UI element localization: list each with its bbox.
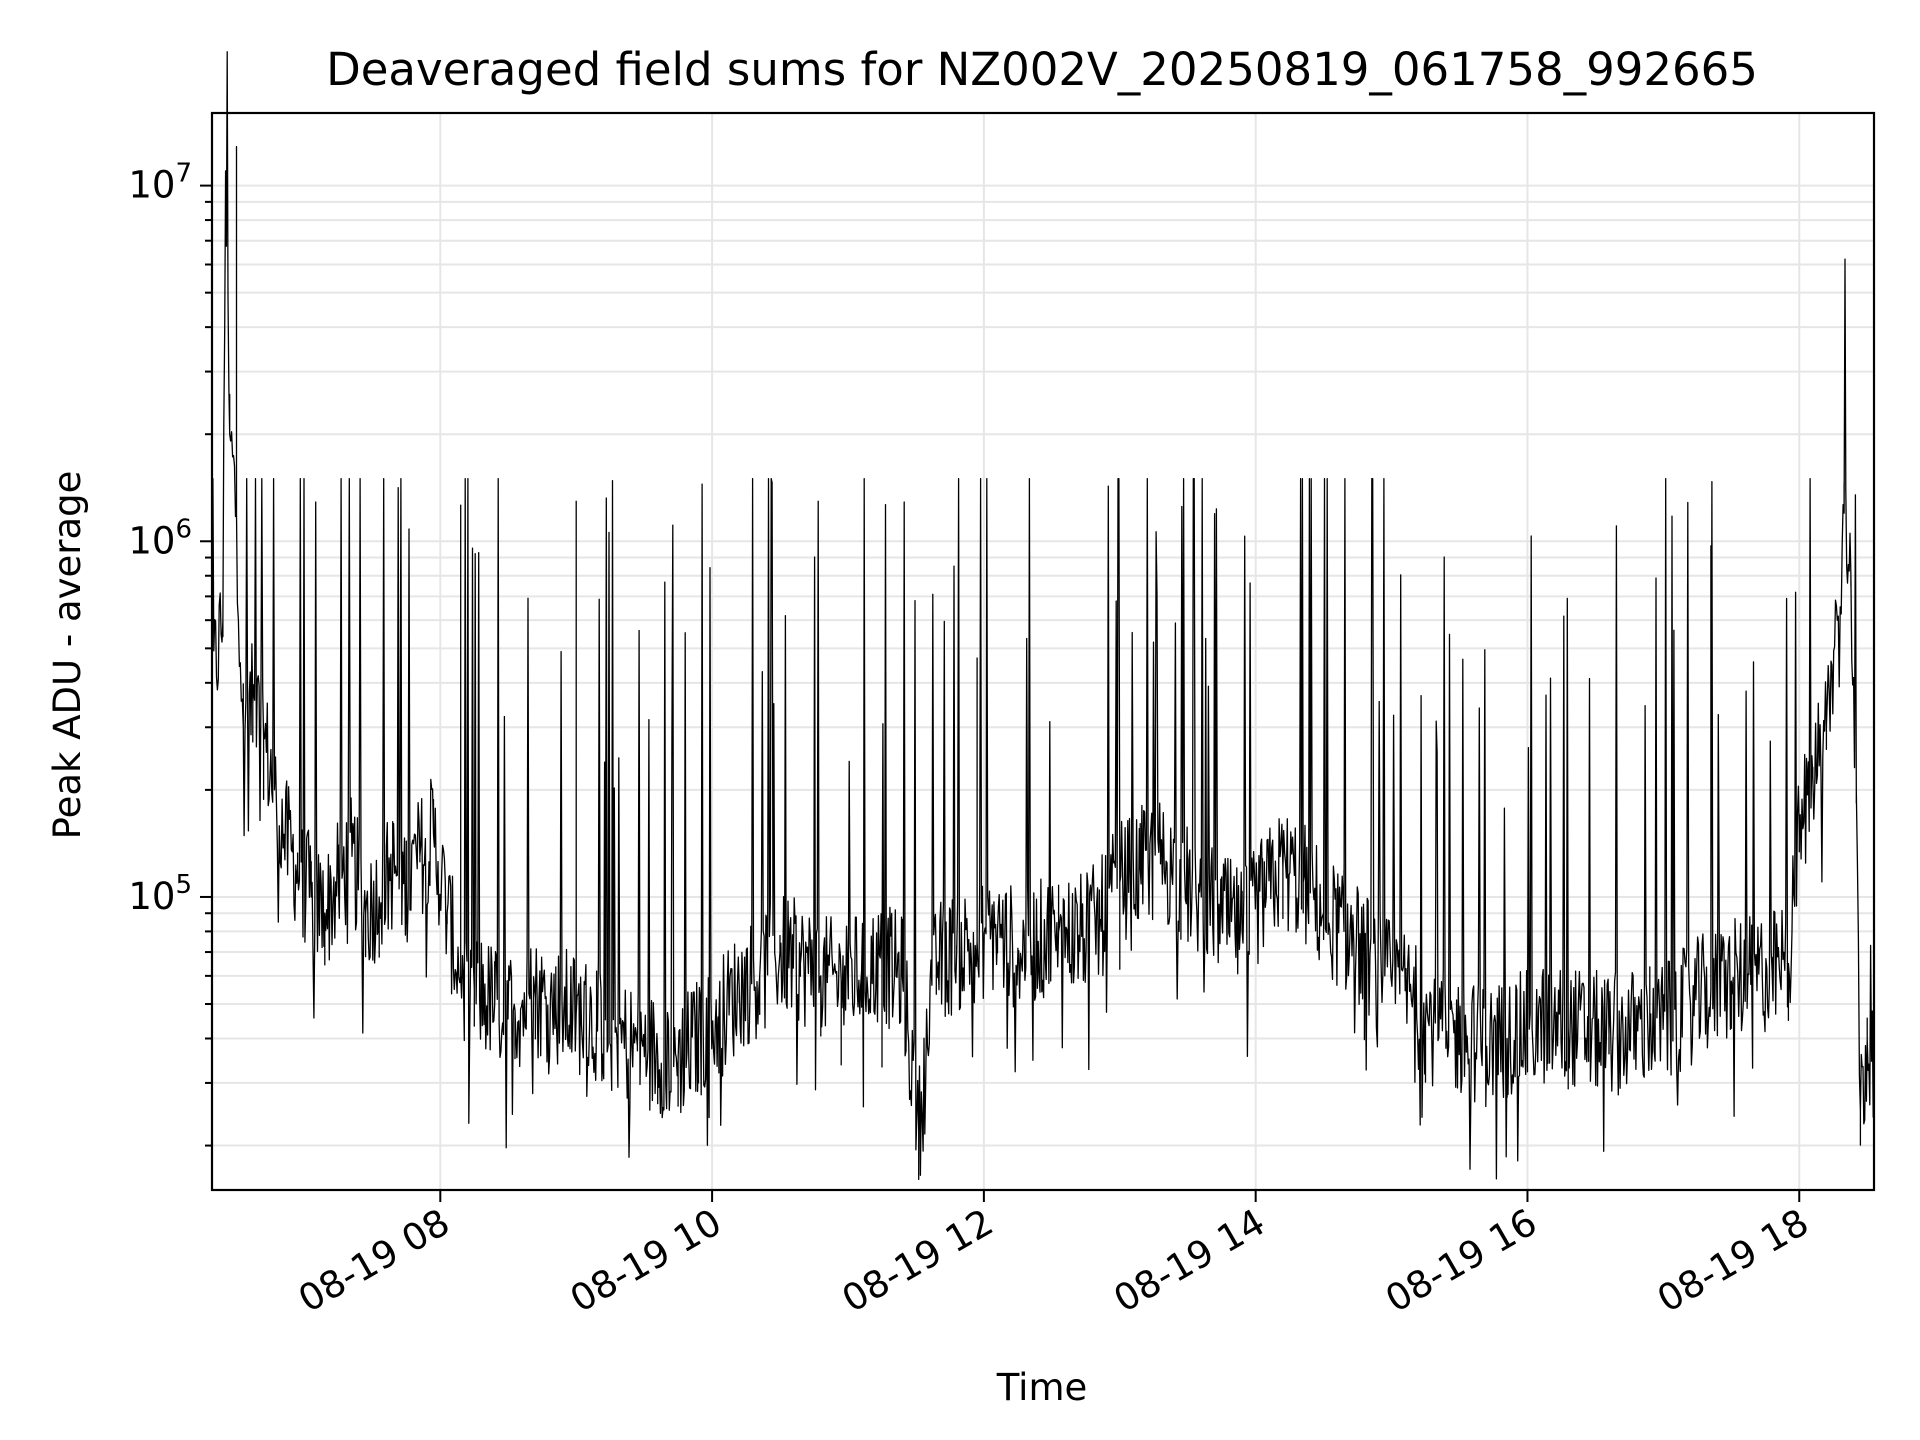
grid	[212, 113, 1874, 1190]
y-axis-label: Peak ADU - average	[46, 471, 89, 840]
series-line-0	[211, 51, 1875, 1181]
y-tick-label: 105	[128, 870, 192, 918]
y-tick-label: 106	[128, 514, 192, 562]
plot-frame	[210, 111, 1876, 1192]
series-layer	[211, 51, 1875, 1181]
x-axis-label: Time	[996, 1366, 1088, 1409]
chart-title: Deaveraged field sums for NZ002V_2025081…	[326, 43, 1758, 96]
y-axis: 105 106 107	[128, 159, 212, 1147]
y-tick-label: 107	[128, 159, 192, 207]
